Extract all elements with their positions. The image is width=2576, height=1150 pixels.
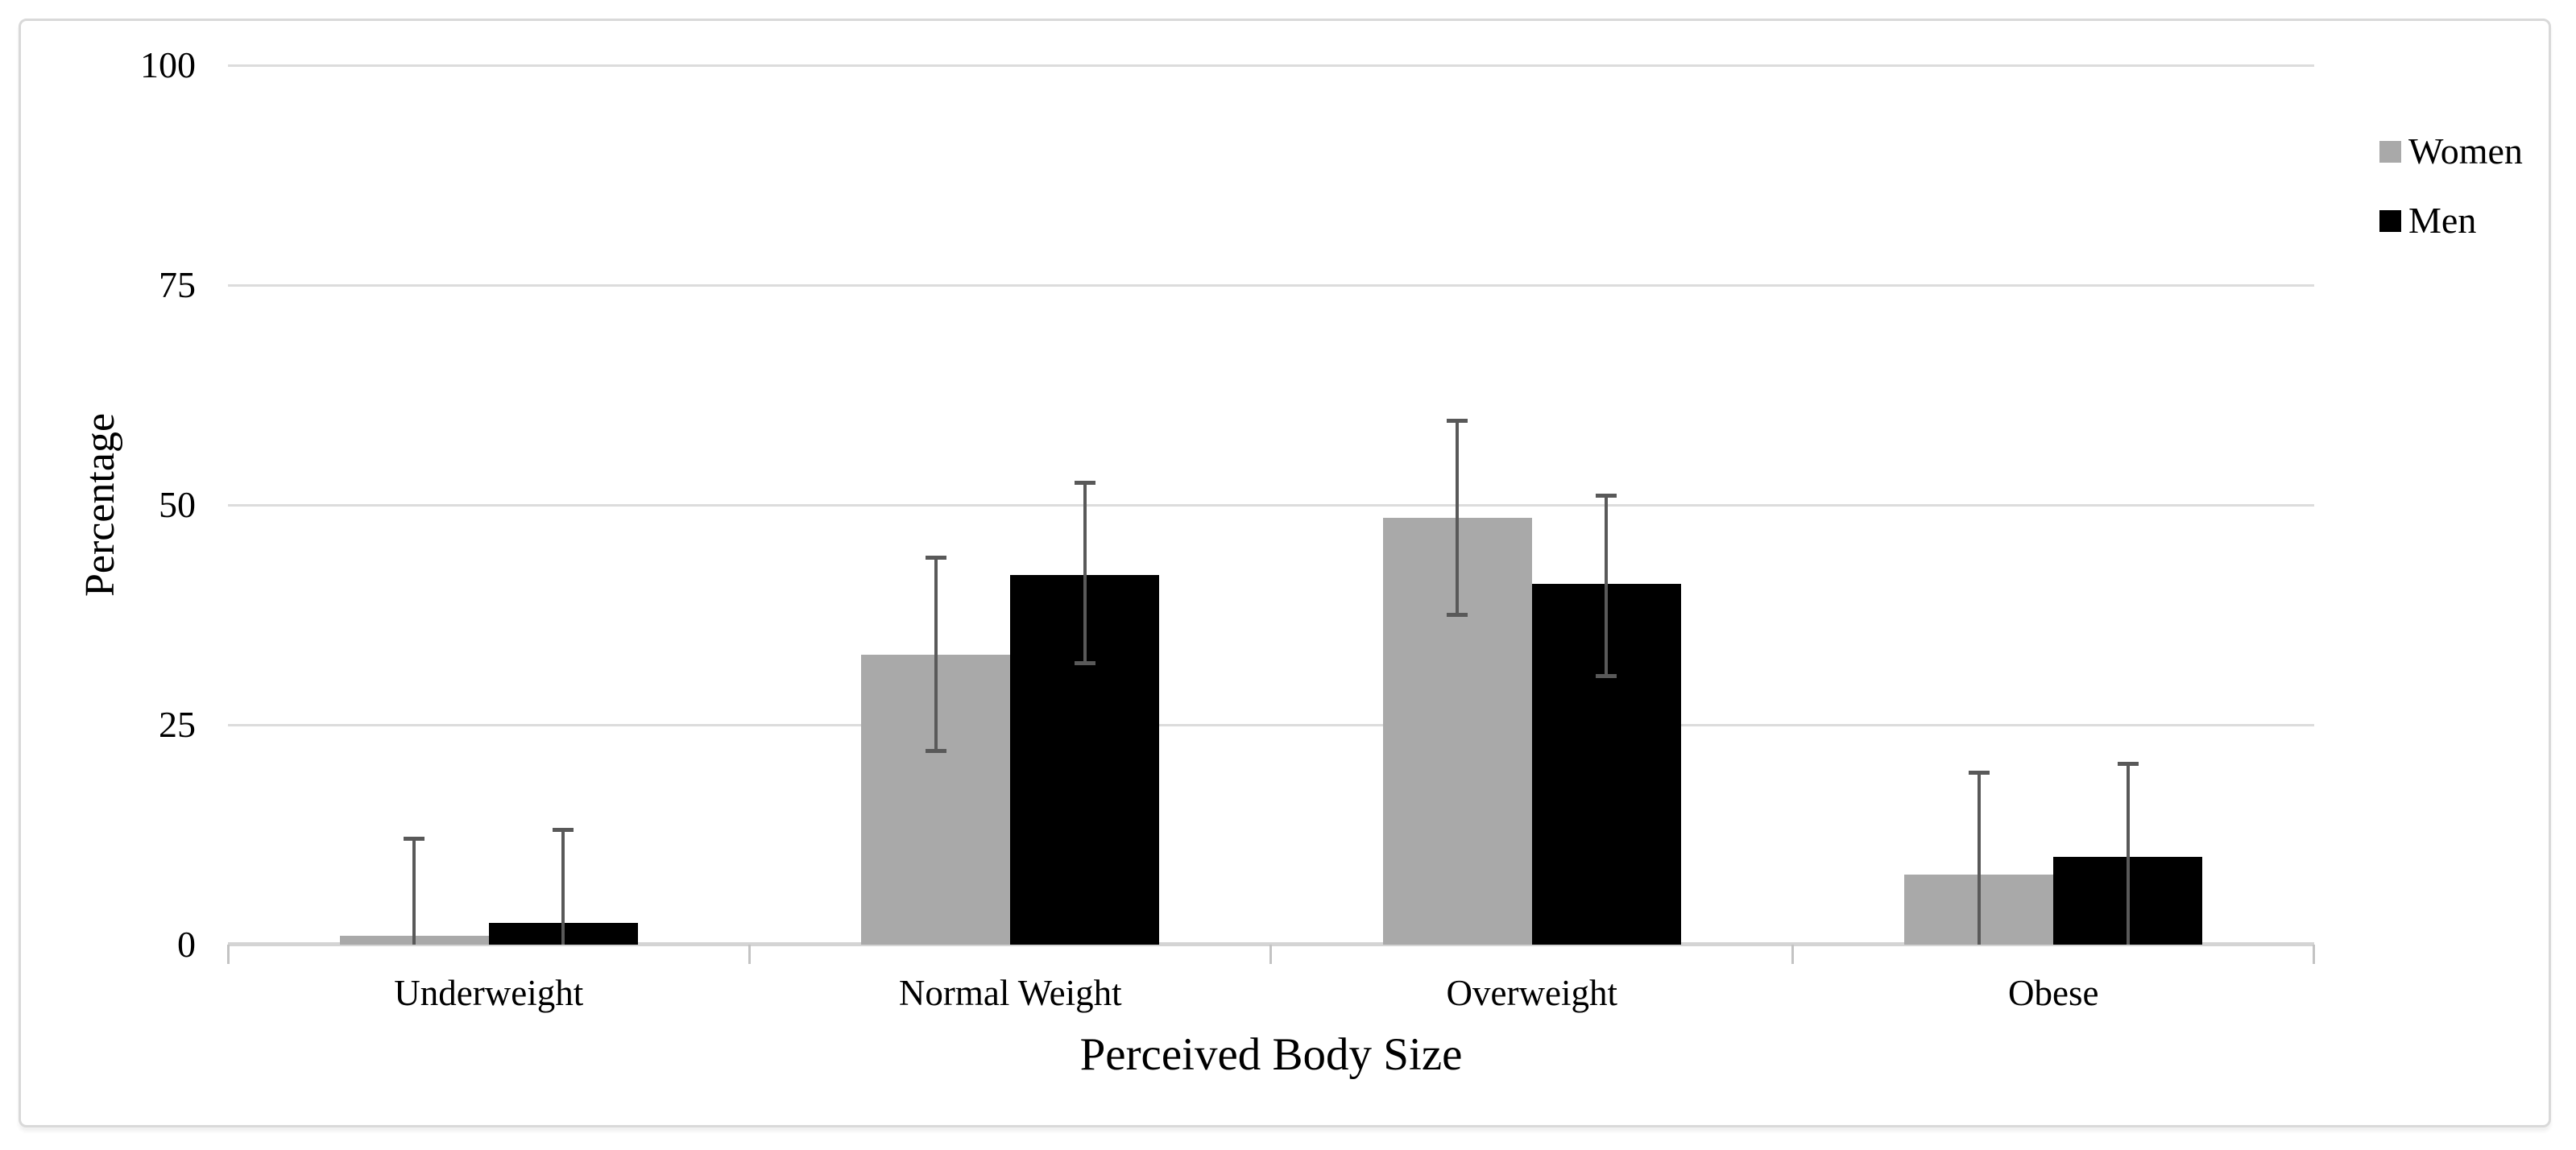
plot-area [227,64,2315,964]
error-cap-top [1074,480,1095,485]
x-axis-tick [227,945,230,964]
bars-layer [228,65,2314,945]
error-cap-top [1447,419,1468,424]
legend-item-men: Men [2379,201,2523,241]
y-tick-label-25: 25 [159,704,196,745]
y-tick-label-75: 75 [159,264,196,305]
gridline-75 [228,284,2314,287]
error-cap-top [1968,771,1990,776]
x-category-label: Obese [2008,973,2099,1013]
y-tick-label-0: 0 [177,924,196,965]
error-bar-men-overweight [1605,496,1609,676]
x-axis-title: Perceived Body Size [1079,1029,1463,1080]
legend-label-men: Men [2408,200,2477,241]
error-cap-top [925,555,946,560]
error-cap-top [553,828,574,833]
legend-swatch-women [2379,140,2401,163]
error-bar-women-normal-weight [934,557,938,751]
x-category-label: Overweight [1446,973,1617,1013]
x-axis-tick [2313,945,2315,964]
error-bar-men-obese [2126,764,2130,945]
error-cap-bottom [925,748,946,753]
chart-canvas: Percentage 100 75 50 25 0 Underweight No… [19,19,2551,1127]
gridline-50 [228,504,2314,507]
x-axis-tick [1791,945,1794,964]
y-tick-label-50: 50 [159,484,196,525]
error-cap-top [404,836,425,841]
legend-swatch-men [2379,209,2401,232]
x-axis-tick [748,945,751,964]
x-axis-line [228,942,2314,946]
error-bar-women-overweight [1456,421,1460,615]
error-cap-bottom [1447,612,1468,617]
legend-label-women: Women [2408,130,2523,172]
error-bar-women-underweight [412,838,416,945]
error-bar-women-obese [1977,773,1981,945]
gridline-100 [228,64,2314,67]
x-axis-labels: Underweight Normal Weight Overweight Obe… [228,970,2314,1016]
error-cap-bottom [1074,660,1095,665]
legend: Women Men [2379,131,2523,270]
error-cap-top [2117,762,2139,767]
gridline-25 [228,724,2314,726]
x-category-label: Underweight [394,973,584,1013]
error-cap-top [1596,494,1617,498]
x-category-label: Normal Weight [898,973,1122,1013]
error-bar-men-normal-weight [1083,482,1087,664]
error-cap-bottom [1596,673,1617,678]
y-tick-label-100: 100 [140,44,196,85]
error-bar-men-underweight [561,830,565,945]
legend-item-women: Women [2379,131,2523,172]
x-axis-tick [1269,945,1272,964]
